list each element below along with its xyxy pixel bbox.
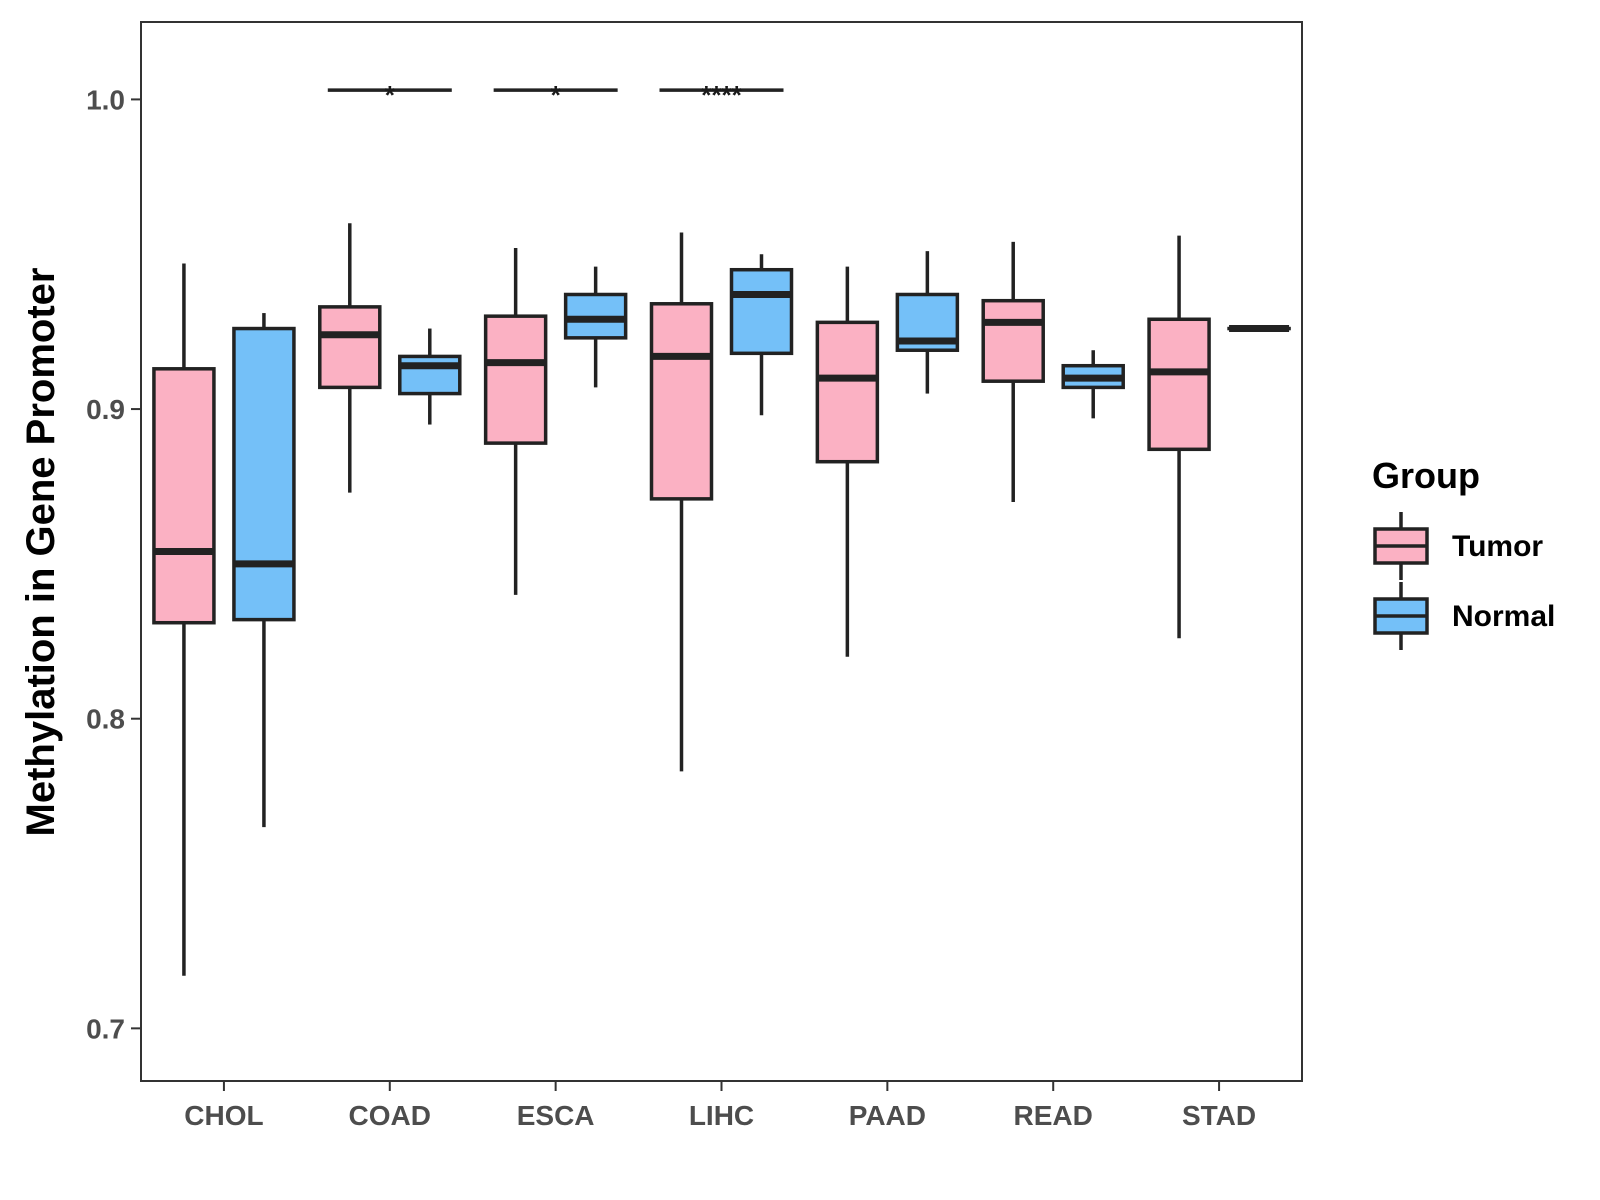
x-tick-label: LIHC [689,1100,754,1131]
iqr-box [483,314,548,445]
x-tick-label: PAAD [849,1100,926,1131]
significance-label: * [385,80,396,110]
significance-label: **** [701,80,742,110]
box-normal-coad [398,328,462,425]
iqr-box [981,298,1045,383]
box-tumor-paad [815,266,880,657]
box-normal-paad [895,251,960,394]
series-tumor [152,223,1211,976]
significance-esca: * [493,80,618,110]
iqr-box [152,367,216,625]
plot-area: * * **** [140,21,1303,1082]
box-normal-lihc [729,254,794,416]
x-tick-label: STAD [1182,1100,1256,1131]
y-tick-label: 0.7 [86,1013,125,1044]
iqr-box [815,320,880,464]
x-axis: CHOL COAD ESCA LIHC PAAD READ STAD [184,1081,1256,1131]
significance-label: * [551,80,562,110]
y-axis-title: Methylation in Gene Promoter [19,268,63,837]
y-axis: 0.7 0.8 0.9 1.0 [86,84,141,1044]
x-tick-label: COAD [349,1100,431,1131]
box-normal-chol [232,313,296,828]
iqr-box [232,326,296,622]
iqr-box [318,305,382,390]
box-normal-read [1061,350,1125,419]
legend-label: Tumor [1452,530,1543,563]
series-normal [232,251,1291,828]
significance-lihc: **** [659,80,784,110]
iqr-box [649,302,714,501]
box-tumor-stad [1147,235,1211,639]
iqr-box [398,354,462,396]
box-tumor-read [981,241,1045,502]
x-tick-label: READ [1014,1100,1093,1131]
legend-title: Group [1372,455,1480,496]
significance-coad: * [327,80,452,110]
legend-item-normal: Normal [1373,582,1555,650]
box-tumor-lihc [649,232,714,772]
box-normal-esca [563,266,628,388]
legend-item-tumor: Tumor [1373,512,1543,580]
box-tumor-chol [152,263,216,976]
y-tick-label: 0.9 [86,394,125,425]
iqr-box [1147,317,1211,452]
legend-label: Normal [1452,600,1555,633]
y-tick-label: 1.0 [86,84,125,115]
box-tumor-coad [318,223,382,493]
y-tick-label: 0.8 [86,704,125,735]
iqr-box [729,267,794,356]
x-tick-label: CHOL [184,1100,263,1131]
x-tick-label: ESCA [517,1100,595,1131]
legend: Group Tumor Normal [1372,455,1555,650]
box-tumor-esca [483,248,548,595]
